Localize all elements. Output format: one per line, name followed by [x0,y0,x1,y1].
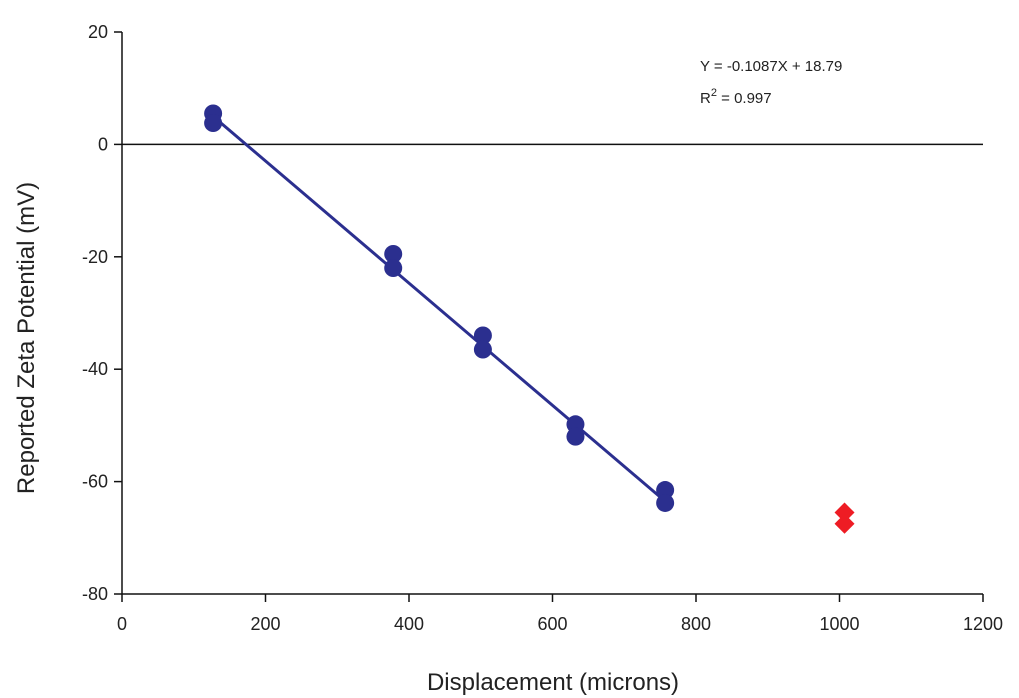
r-squared-prefix: R [700,90,711,107]
x-tick-label: 600 [537,614,567,634]
x-tick-label: 1200 [963,614,1003,634]
data-point-circle [204,114,223,133]
y-tick-label: 0 [98,134,108,154]
r-squared-value: = 0.997 [717,90,772,107]
data-point-circle [566,427,585,446]
data-point-diamond [834,502,855,523]
fit-equation: Y = -0.1087X + 18.79 [700,58,842,75]
data-point-circle [473,326,492,345]
x-tick-label: 0 [117,614,127,634]
tick-labels: 0 200 400 600 800 1000 1200 -80 -60 -40 -20 0 20 [82,22,1003,634]
data-point-circle [656,481,675,500]
data-point-diamond [834,513,855,534]
data-point-circle [384,259,403,278]
data-points [204,104,855,534]
data-point-circle [384,244,403,263]
data-point-circle [566,415,585,434]
y-tick-label: -20 [82,247,108,267]
x-axis-title: Displacement (microns) [427,669,679,696]
fit-line-group [212,115,667,503]
x-tick-label: 800 [681,614,711,634]
y-tick-label: -60 [82,472,108,492]
r-squared: R2 = 0.997 [700,87,772,107]
y-axis-title: Reported Zeta Potential (mV) [13,182,40,494]
axes [114,31,984,602]
data-point-circle [473,340,492,359]
x-tick-label: 400 [394,614,424,634]
data-point-circle [656,493,675,512]
fit-line [212,115,667,503]
y-tick-label: -40 [82,359,108,379]
y-tick-label: -80 [82,584,108,604]
y-tick-label: 20 [88,22,108,42]
x-tick-label: 200 [250,614,280,634]
x-tick-label: 1000 [819,614,859,634]
r-squared-sup: 2 [711,87,717,99]
